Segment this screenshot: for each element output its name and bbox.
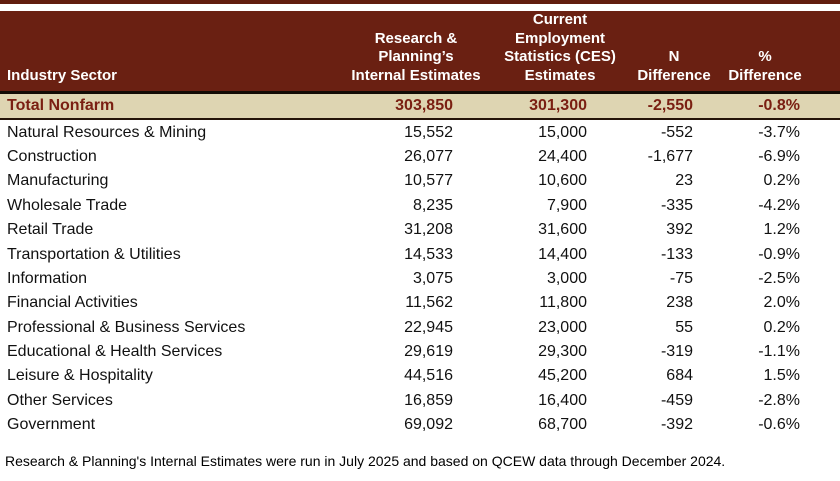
cell-sector: Transportation & Utilities <box>7 245 181 263</box>
cell-pct-diff: -6.9% <box>758 147 800 165</box>
employment-estimates-table: Industry Sector Research & Planning’s In… <box>0 11 840 437</box>
cell-n-diff: 238 <box>666 294 693 312</box>
cell-ces: 68,700 <box>538 416 587 434</box>
cell-pct-diff: -0.9% <box>758 245 800 263</box>
cell-ces: 24,400 <box>538 147 587 165</box>
cell-n-diff: 23 <box>675 172 693 190</box>
cell-pct-diff: -0.6% <box>758 416 800 434</box>
cell-internal: 44,516 <box>404 367 453 385</box>
table-top-border <box>0 0 840 4</box>
cell-internal: 14,533 <box>404 245 453 263</box>
cell-internal: 8,235 <box>412 196 453 214</box>
table-body: Total Nonfarm 303,850 301,300 -2,550 -0.… <box>0 92 840 438</box>
cell-ces: 14,400 <box>538 245 587 263</box>
table-row: Transportation & Utilities 14,533 14,400… <box>0 242 840 266</box>
cell-sector: Total Nonfarm <box>0 92 345 121</box>
cell-pct-diff: 2.0% <box>763 294 800 312</box>
cell-internal: 26,077 <box>404 147 453 165</box>
cell-sector: Other Services <box>7 391 113 409</box>
cell-internal: 31,208 <box>404 221 453 239</box>
cell-internal: 16,859 <box>404 391 453 409</box>
cell-n-diff: -552 <box>660 123 693 141</box>
cell-sector: Professional & Business Services <box>7 318 246 336</box>
cell-ces: 11,800 <box>539 294 587 312</box>
cell-pct-diff: 1.5% <box>763 367 800 385</box>
table-row: Educational & Health Services 29,619 29,… <box>0 340 840 364</box>
cell-sector: Educational & Health Services <box>7 343 223 361</box>
cell-pct-diff: 1.2% <box>763 221 800 239</box>
header-row: Industry Sector Research & Planning’s In… <box>0 11 840 94</box>
table-row: Construction 26,077 24,400 -1,677 -6.9% <box>0 145 840 169</box>
table-header: Industry Sector Research & Planning’s In… <box>0 11 840 94</box>
col-header-pct-difference: % Difference <box>715 11 840 94</box>
cell-pct-diff: -2.8% <box>758 391 800 409</box>
total-nonfarm-row: Total Nonfarm 303,850 301,300 -2,550 -0.… <box>0 92 840 121</box>
cell-sector: Manufacturing <box>7 172 109 190</box>
cell-n-diff: -133 <box>660 245 693 263</box>
cell-sector: Financial Activities <box>7 294 138 312</box>
table-row: Retail Trade 31,208 31,600 392 1.2% <box>0 218 840 242</box>
cell-sector: Retail Trade <box>7 221 94 239</box>
cell-internal: 29,619 <box>404 343 453 361</box>
cell-pct-diff: -3.7% <box>758 123 800 141</box>
table-row: Professional & Business Services 22,945 … <box>0 316 840 340</box>
cell-sector: Natural Resources & Mining <box>7 123 207 141</box>
cell-internal: 10,577 <box>404 172 453 190</box>
table-row: Manufacturing 10,577 10,600 23 0.2% <box>0 169 840 193</box>
cell-n-diff: -459 <box>660 391 693 409</box>
cell-sector: Information <box>7 269 88 287</box>
table-row: Wholesale Trade 8,235 7,900 -335 -4.2% <box>0 194 840 218</box>
cell-ces: 23,000 <box>538 318 587 336</box>
col-header-industry-sector: Industry Sector <box>0 11 345 94</box>
cell-n-diff: 392 <box>666 221 693 239</box>
cell-sector: Government <box>7 416 96 434</box>
cell-pct-diff: -0.8% <box>715 92 840 121</box>
cell-n-diff: -392 <box>660 416 693 434</box>
cell-ces: 16,400 <box>538 391 587 409</box>
cell-ces: 45,200 <box>538 367 587 385</box>
table-row: Other Services 16,859 16,400 -459 -2.8% <box>0 389 840 413</box>
cell-internal: 11,562 <box>405 294 453 312</box>
cell-internal: 69,092 <box>404 416 453 434</box>
table-row: Information 3,075 3,000 -75 -2.5% <box>0 267 840 291</box>
table-row: Financial Activities 11,562 11,800 238 2… <box>0 291 840 315</box>
table-row: Leisure & Hospitality 44,516 45,200 684 … <box>0 364 840 388</box>
cell-internal: 303,850 <box>345 92 487 121</box>
cell-n-diff: -335 <box>660 196 693 214</box>
cell-sector: Construction <box>7 147 97 165</box>
footnote: Research & Planning's Internal Estimates… <box>5 453 726 470</box>
cell-sector: Leisure & Hospitality <box>7 367 153 385</box>
cell-ces: 7,900 <box>546 196 587 214</box>
cell-n-diff: 55 <box>675 318 693 336</box>
cell-pct-diff: -4.2% <box>758 196 800 214</box>
cell-pct-diff: -1.1% <box>758 343 800 361</box>
col-header-ces-estimates: Current Employment Statistics (CES) Esti… <box>487 11 633 94</box>
cell-n-diff: -75 <box>669 269 693 287</box>
cell-n-diff: -2,550 <box>633 92 715 121</box>
table-row: Natural Resources & Mining 15,552 15,000… <box>0 119 840 144</box>
cell-ces: 15,000 <box>538 123 587 141</box>
cell-internal: 22,945 <box>404 318 453 336</box>
cell-n-diff: -319 <box>660 343 693 361</box>
cell-internal: 15,552 <box>404 123 453 141</box>
cell-ces: 29,300 <box>538 343 587 361</box>
cell-ces: 301,300 <box>487 92 633 121</box>
cell-ces: 31,600 <box>538 221 587 239</box>
table-row: Government 69,092 68,700 -392 -0.6% <box>0 413 840 437</box>
col-header-n-difference: N Difference <box>633 11 715 94</box>
cell-ces: 10,600 <box>538 172 587 190</box>
cell-pct-diff: 0.2% <box>763 318 800 336</box>
col-header-internal-estimates: Research & Planning’s Internal Estimates <box>345 11 487 94</box>
cell-pct-diff: 0.2% <box>763 172 800 190</box>
cell-n-diff: -1,677 <box>647 147 693 165</box>
cell-ces: 3,000 <box>546 269 587 287</box>
cell-n-diff: 684 <box>666 367 693 385</box>
cell-internal: 3,075 <box>412 269 453 287</box>
cell-sector: Wholesale Trade <box>7 196 128 214</box>
cell-pct-diff: -2.5% <box>758 269 800 287</box>
